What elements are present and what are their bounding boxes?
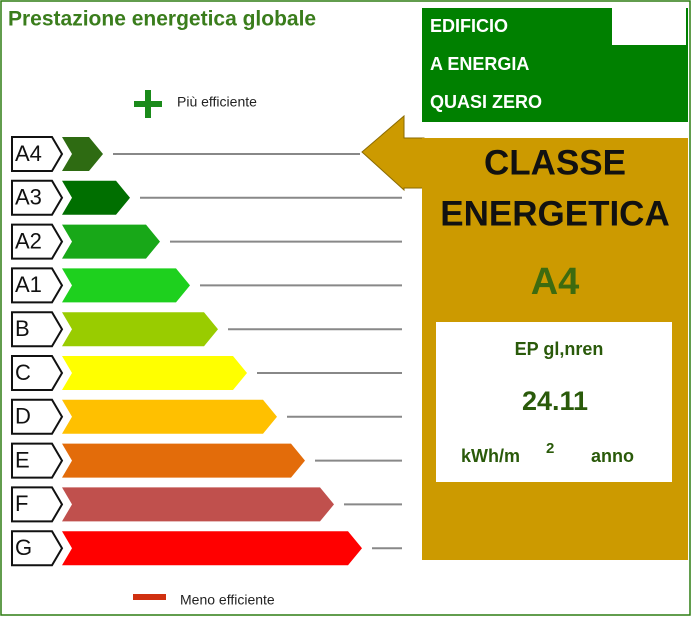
class-arrow [62, 312, 218, 347]
more-efficient: Più efficiente [177, 94, 257, 110]
class-arrow [62, 356, 247, 390]
class-arrow [62, 268, 190, 303]
class-label: A3 [15, 185, 42, 210]
class-label: E [15, 447, 30, 472]
ep-unit-suffix: anno [591, 446, 634, 466]
class-tag [11, 223, 64, 260]
ep-label: EP gl,nren [515, 339, 604, 359]
class-tag [11, 179, 64, 216]
nzeb-line: A ENERGIA [430, 54, 529, 74]
class-tag [11, 267, 64, 304]
class-label: A4 [15, 141, 42, 166]
class-arrow [62, 137, 103, 171]
class-heading: CLASSE [484, 143, 626, 182]
ep-box [436, 322, 672, 482]
class-label: A1 [15, 272, 42, 297]
class-arrow [62, 443, 305, 478]
class-tag [11, 530, 64, 567]
class-label: C [15, 360, 31, 385]
class-tag [11, 311, 64, 348]
minus-icon [133, 594, 166, 600]
nzeb-line: QUASI ZERO [430, 92, 542, 112]
class-label: F [15, 491, 28, 516]
ep-unit-sup: 2 [546, 440, 554, 457]
class-arrow [62, 224, 160, 259]
title: Prestazione energetica globale [8, 8, 316, 31]
class-tag [11, 398, 64, 435]
plus-icon [134, 101, 162, 107]
class-label: A2 [15, 228, 42, 253]
class-arrow [62, 180, 130, 215]
class-tag [11, 442, 64, 479]
class-tag [11, 355, 64, 391]
class-label: B [15, 316, 30, 341]
class-arrow [62, 531, 362, 566]
less-efficient: Meno efficiente [180, 592, 275, 608]
nzeb-line: EDIFICIO [430, 16, 508, 36]
current-class: A4 [531, 261, 580, 303]
class-tag [11, 136, 64, 172]
ep-value: 24.11 [522, 386, 588, 416]
class-label: G [15, 535, 32, 560]
class-arrow [62, 487, 334, 522]
class-tag [11, 486, 64, 523]
nzeb-blank [612, 8, 686, 45]
class-label: D [15, 404, 31, 429]
class-arrow [62, 399, 277, 434]
ep-unit: kWh/m [461, 446, 520, 466]
class-heading: ENERGETICA [440, 194, 669, 233]
